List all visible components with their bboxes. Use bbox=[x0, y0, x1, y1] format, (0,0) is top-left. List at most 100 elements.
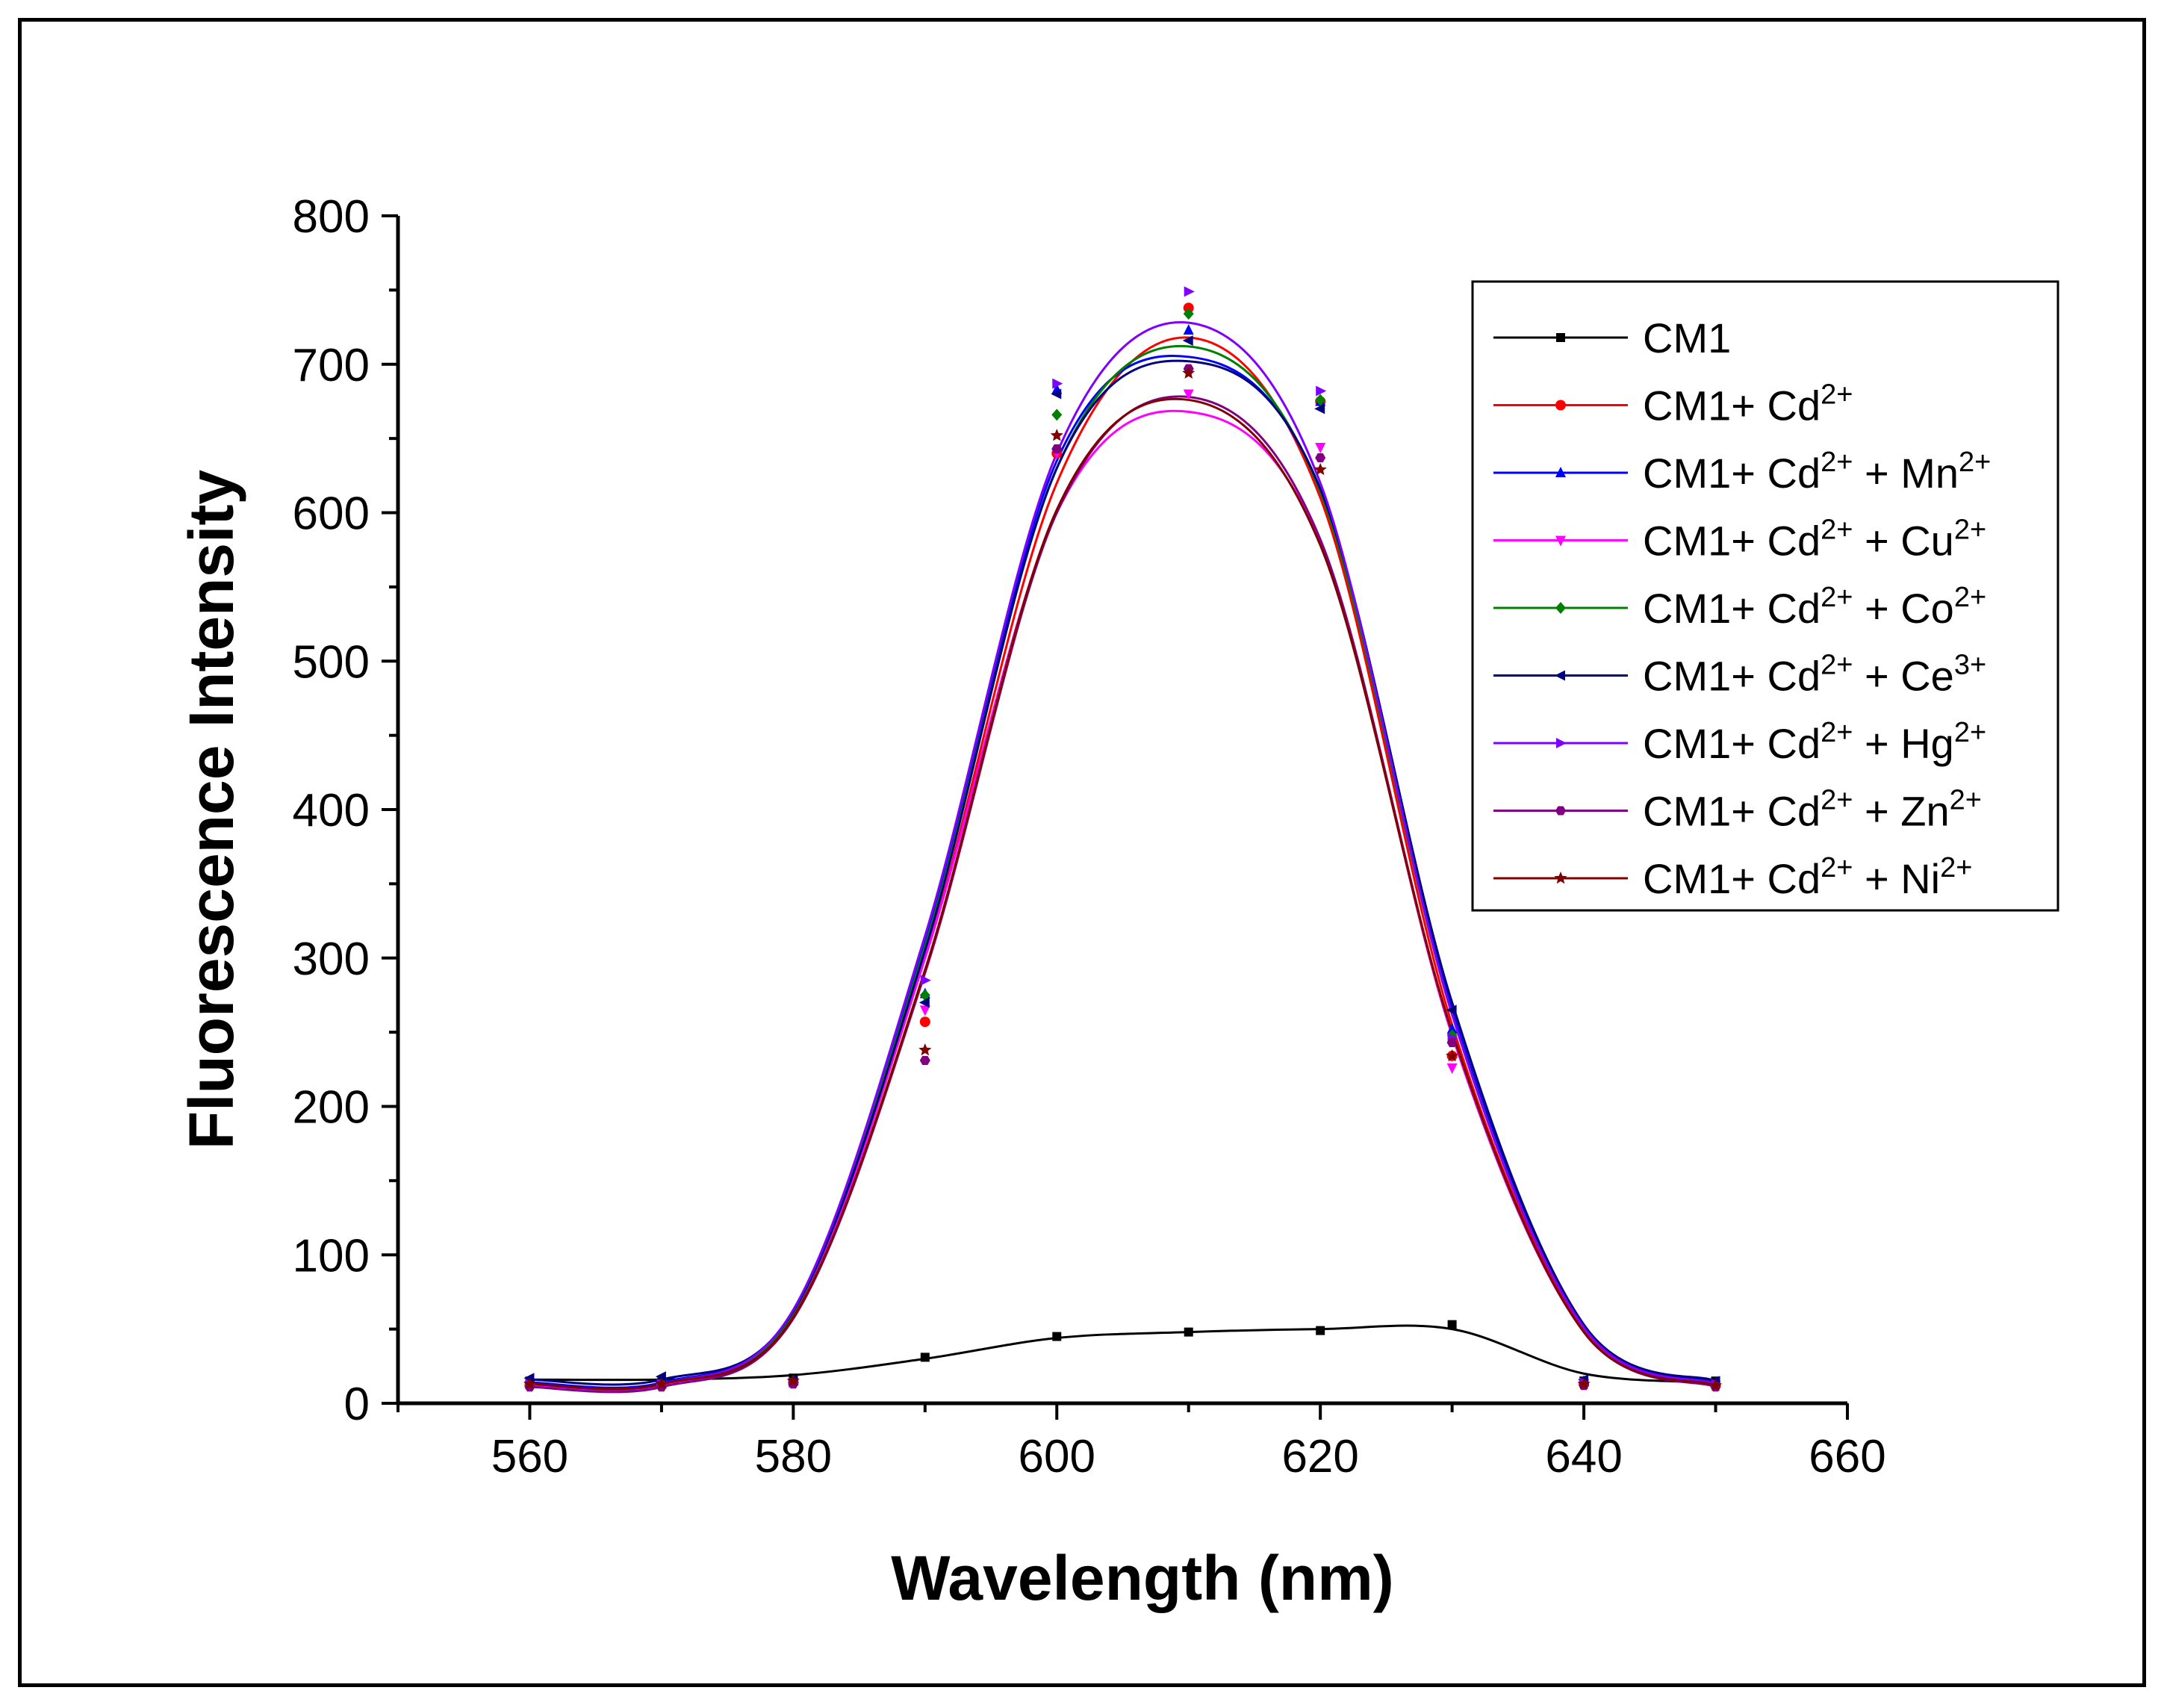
legend-label-base: CM1+ Cd bbox=[1643, 653, 1821, 700]
y-tick-label: 400 bbox=[293, 785, 370, 836]
legend-label-sup: 2+ bbox=[1821, 717, 1853, 748]
data-point-4-6 bbox=[1315, 394, 1326, 406]
legend-label-sup: 2+ bbox=[1821, 447, 1853, 478]
legend-label-base: CM1+ Cd bbox=[1643, 585, 1821, 632]
legend-label-2: CM1+ Cd2+ + Mn2+ bbox=[1643, 447, 1991, 497]
legend-label-sup: 2+ bbox=[1821, 582, 1853, 613]
legend-label-sup: 2+ bbox=[1821, 785, 1853, 816]
series-line-0 bbox=[529, 1324, 1716, 1384]
legend-marker-1 bbox=[1555, 400, 1566, 411]
data-point-6-5 bbox=[1184, 286, 1195, 297]
data-point-1-3 bbox=[919, 1016, 930, 1028]
legend-label-mid: + Co bbox=[1853, 585, 1953, 632]
legend-label-3: CM1+ Cd2+ + Cu2+ bbox=[1643, 515, 1986, 565]
legend-label-7: CM1+ Cd2+ + Zn2+ bbox=[1643, 785, 1982, 835]
x-tick-label: 620 bbox=[1281, 1431, 1358, 1482]
x-tick-label: 660 bbox=[1809, 1431, 1885, 1482]
y-tick-label: 800 bbox=[293, 191, 370, 243]
legend-label-mid: + Hg bbox=[1853, 720, 1953, 767]
data-point-2-5 bbox=[1183, 324, 1194, 335]
series-line-8 bbox=[529, 397, 1717, 1391]
x-tick-label: 560 bbox=[491, 1431, 568, 1482]
x-tick-label: 600 bbox=[1019, 1431, 1095, 1482]
legend-label-6: CM1+ Cd2+ + Hg2+ bbox=[1643, 717, 1986, 767]
legend-marker-0 bbox=[1556, 333, 1565, 342]
legend-marker-2 bbox=[1555, 467, 1566, 477]
legend-marker-8 bbox=[1554, 872, 1567, 884]
legend-label-sup: 2+ bbox=[1821, 379, 1853, 411]
legend-marker-7 bbox=[1555, 806, 1566, 816]
y-tick-label: 200 bbox=[293, 1082, 370, 1134]
legend-label-mid: + Ni bbox=[1853, 855, 1940, 902]
legend-label-sup2: 2+ bbox=[1954, 582, 1986, 613]
legend-label-sup: 2+ bbox=[1821, 650, 1853, 681]
data-point-8-1 bbox=[655, 1377, 668, 1390]
x-tick-label: 640 bbox=[1545, 1431, 1622, 1482]
data-point-0-4 bbox=[1052, 1332, 1062, 1341]
legend-label-mid: + Mn bbox=[1853, 450, 1959, 497]
figure-frame bbox=[18, 18, 2146, 1687]
data-point-8-8 bbox=[1577, 1377, 1591, 1390]
legend-label-base: CM1+ Cd bbox=[1643, 450, 1821, 497]
data-point-0-3 bbox=[920, 1353, 930, 1362]
y-tick-label: 0 bbox=[344, 1379, 370, 1430]
legend-label-mid: + Ce bbox=[1853, 653, 1953, 700]
ticks-layer: 560 580 600 620 640 660 0 100 200 300 400 500 600 700… bbox=[293, 191, 1886, 1482]
y-tick-label: 600 bbox=[293, 488, 370, 540]
legend-label-4: CM1+ Cd2+ + Co2+ bbox=[1643, 582, 1986, 632]
legend-label-sup2: 2+ bbox=[1954, 717, 1986, 748]
data-point-6-6 bbox=[1316, 385, 1327, 397]
legend-label-5: CM1+ Cd2+ + Ce3+ bbox=[1643, 650, 1986, 700]
legend-label-sup2: 2+ bbox=[1950, 785, 1982, 816]
data-point-8-7 bbox=[1446, 1049, 1459, 1062]
data-point-6-4 bbox=[1052, 378, 1063, 389]
data-point-5-7 bbox=[1446, 1004, 1457, 1016]
data-point-0-5 bbox=[1184, 1327, 1193, 1337]
x-axis-title: Wavelength (nm) bbox=[891, 1543, 1394, 1613]
legend-label-sup2: 2+ bbox=[1959, 447, 1991, 478]
data-point-6-3 bbox=[920, 975, 931, 986]
legend-marker-6 bbox=[1556, 738, 1567, 748]
data-point-5-6 bbox=[1314, 403, 1325, 414]
data-point-0-6 bbox=[1316, 1326, 1325, 1335]
data-point-3-5 bbox=[1183, 389, 1194, 400]
legend-label-base: CM1 bbox=[1643, 314, 1731, 361]
data-point-4-5 bbox=[1183, 308, 1194, 320]
legend-label-sup2: 2+ bbox=[1940, 852, 1972, 883]
legend-label-1: CM1+ Cd2+ bbox=[1643, 379, 1853, 429]
data-point-8-2 bbox=[786, 1374, 800, 1387]
data-point-5-5 bbox=[1182, 335, 1193, 346]
data-point-8-5 bbox=[1182, 366, 1196, 379]
legend-label-base: CM1+ Cd bbox=[1643, 382, 1821, 429]
data-point-5-1 bbox=[655, 1371, 666, 1382]
data-point-0-7 bbox=[1447, 1320, 1457, 1329]
legend-label-sup2: 2+ bbox=[1954, 515, 1986, 546]
legend-label-sup: 2+ bbox=[1821, 852, 1853, 883]
legend-marker-4 bbox=[1555, 602, 1566, 614]
legend-label-mid: + Cu bbox=[1853, 518, 1953, 565]
data-point-7-7 bbox=[1446, 1037, 1458, 1048]
legend-label-base: CM1+ Cd bbox=[1643, 518, 1821, 565]
data-point-8-0 bbox=[523, 1377, 537, 1390]
y-axis-title: Fluorescence Intensity bbox=[176, 470, 246, 1150]
legend-label-0: CM1 bbox=[1643, 314, 1731, 361]
data-point-3-6 bbox=[1315, 443, 1326, 454]
y-tick-label: 700 bbox=[293, 340, 370, 391]
legend-marker-3 bbox=[1555, 535, 1566, 547]
data-point-4-3 bbox=[919, 989, 930, 1001]
legend-label-base: CM1+ Cd bbox=[1643, 788, 1821, 835]
y-tick-label: 500 bbox=[293, 636, 370, 688]
data-point-3-7 bbox=[1446, 1063, 1458, 1074]
y-tick-label: 100 bbox=[293, 1230, 370, 1282]
data-point-7-3 bbox=[919, 1055, 930, 1065]
data-point-2-7 bbox=[1446, 1023, 1458, 1034]
data-point-7-6 bbox=[1315, 453, 1326, 463]
data-point-5-3 bbox=[918, 997, 930, 1008]
data-point-8-3 bbox=[918, 1043, 932, 1056]
data-point-8-6 bbox=[1313, 462, 1327, 476]
data-point-8-9 bbox=[1708, 1379, 1723, 1391]
data-point-3-3 bbox=[919, 1005, 930, 1016]
legend-label-mid: + Zn bbox=[1853, 788, 1949, 835]
